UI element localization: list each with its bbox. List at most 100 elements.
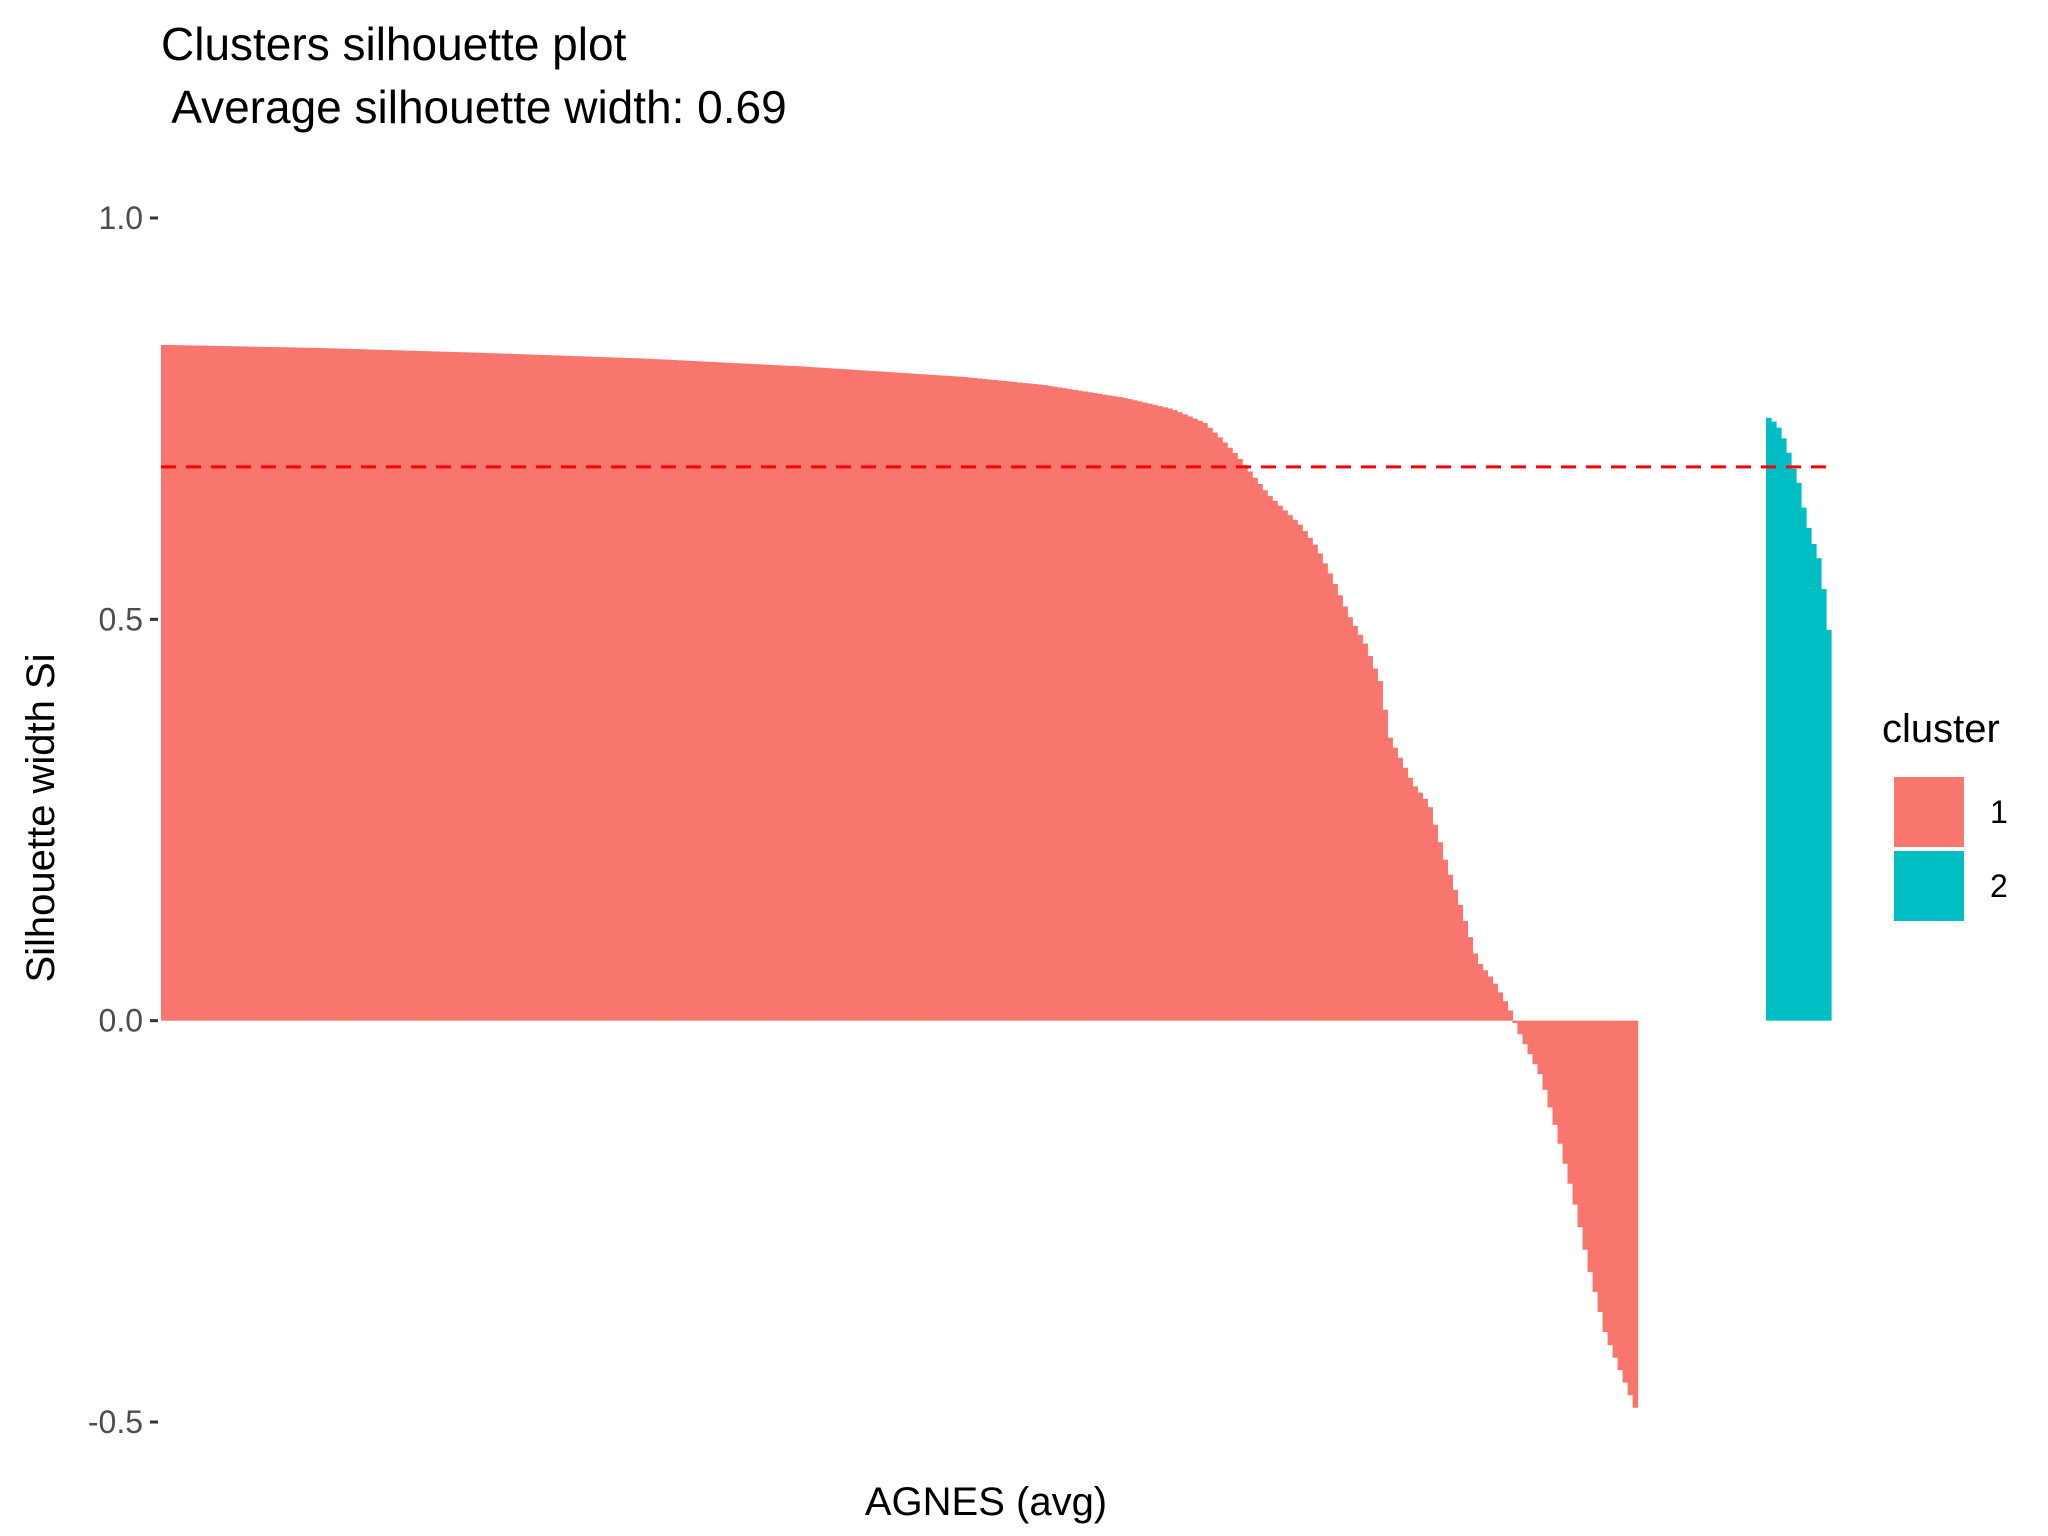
silhouette-bar <box>526 354 533 1021</box>
silhouette-bar <box>1567 1020 1574 1184</box>
silhouette-bar <box>491 353 497 1021</box>
legend-title: cluster <box>1882 707 2000 751</box>
silhouette-bar <box>986 379 993 1021</box>
silhouette-bar <box>206 345 212 1021</box>
silhouette-bar <box>1562 1020 1569 1164</box>
silhouette-bar <box>336 348 342 1021</box>
silhouette-bar <box>1006 381 1013 1021</box>
silhouette-bar <box>351 349 357 1021</box>
silhouette-bar <box>1457 904 1464 1021</box>
silhouette-bar <box>881 371 888 1021</box>
silhouette-bar <box>951 376 958 1021</box>
silhouette-bar <box>686 360 693 1021</box>
silhouette-bar <box>1177 412 1183 1021</box>
silhouette-bar <box>1497 992 1504 1021</box>
legend-key-cluster-1 <box>1892 775 1966 849</box>
silhouette-bar <box>1282 510 1288 1021</box>
silhouette-bar <box>416 350 422 1021</box>
silhouette-bar <box>1786 452 1792 1021</box>
silhouette-bar <box>1432 824 1438 1021</box>
silhouette-bar <box>481 352 487 1021</box>
silhouette-bar <box>221 346 227 1021</box>
silhouette-bar <box>1287 515 1293 1021</box>
silhouette-bar <box>831 368 838 1021</box>
silhouette-bar <box>756 364 763 1021</box>
silhouette-bar <box>716 362 723 1021</box>
silhouette-bar <box>451 352 457 1021</box>
silhouette-bar <box>896 372 903 1021</box>
silhouette-bar <box>1627 1020 1634 1396</box>
silhouette-bar <box>1352 625 1358 1021</box>
silhouette-bar <box>1392 747 1398 1021</box>
silhouette-bar <box>851 369 858 1021</box>
silhouette-bar <box>1572 1020 1579 1205</box>
silhouette-bar <box>1172 410 1178 1021</box>
silhouette-bar <box>301 347 307 1021</box>
silhouette-bar <box>976 378 983 1021</box>
silhouette-bar <box>1422 798 1428 1021</box>
silhouette-bar <box>871 371 878 1021</box>
silhouette-bar <box>1437 842 1443 1021</box>
silhouette-bar <box>236 346 242 1021</box>
legend: cluster 1 2 <box>1882 707 2008 923</box>
silhouette-bar <box>1532 1020 1539 1065</box>
silhouette-bar <box>1816 558 1822 1021</box>
silhouette-bar <box>1826 629 1832 1021</box>
bars-layer <box>161 344 1832 1408</box>
silhouette-bar <box>401 350 407 1021</box>
silhouette-bar <box>1537 1020 1544 1075</box>
silhouette-bar <box>1417 792 1423 1021</box>
silhouette-bar <box>1547 1020 1554 1108</box>
silhouette-bar <box>1367 656 1373 1021</box>
silhouette-bar <box>1337 595 1343 1021</box>
silhouette-bar <box>721 362 728 1021</box>
silhouette-bar <box>1292 519 1298 1021</box>
silhouette-bar <box>1771 421 1777 1021</box>
silhouette-bar <box>1127 399 1133 1021</box>
silhouette-bar <box>861 370 868 1021</box>
silhouette-bar <box>1061 388 1068 1021</box>
silhouette-bar <box>1272 500 1278 1021</box>
silhouette-bar <box>1502 1001 1509 1021</box>
silhouette-bar <box>651 359 658 1021</box>
silhouette-bar <box>971 378 978 1021</box>
silhouette-bar <box>606 357 613 1021</box>
silhouette-bar <box>376 349 382 1021</box>
silhouette-bar <box>816 367 823 1021</box>
silhouette-bar <box>956 376 963 1021</box>
silhouette-bar <box>1137 401 1143 1021</box>
silhouette-bar <box>826 368 833 1021</box>
silhouette-bar <box>1412 786 1418 1021</box>
silhouette-bar <box>1192 418 1198 1021</box>
silhouette-bar <box>1552 1020 1559 1125</box>
silhouette-bar <box>911 373 918 1021</box>
silhouette-bar <box>1036 384 1043 1021</box>
silhouette-bar <box>1026 383 1033 1021</box>
silhouette-bar <box>1212 432 1218 1021</box>
silhouette-bar <box>901 373 908 1021</box>
silhouette-bar <box>1462 920 1469 1021</box>
silhouette-bar <box>1821 589 1827 1021</box>
silhouette-bar <box>1031 384 1038 1021</box>
silhouette-bar <box>1382 709 1388 1021</box>
silhouette-bar <box>1452 889 1459 1021</box>
silhouette-bar <box>1612 1020 1619 1358</box>
silhouette-bar <box>381 349 387 1021</box>
silhouette-bar <box>476 352 482 1021</box>
silhouette-bar <box>996 380 1003 1021</box>
silhouette-bar <box>346 348 352 1021</box>
silhouette-bar <box>246 346 252 1021</box>
silhouette-bar <box>936 375 943 1021</box>
silhouette-bar <box>1487 976 1494 1021</box>
silhouette-bar <box>551 355 558 1021</box>
silhouette-bar <box>1557 1020 1564 1144</box>
silhouette-bar <box>1202 423 1208 1021</box>
silhouette-bar <box>1297 524 1303 1021</box>
silhouette-bar <box>1327 573 1333 1021</box>
silhouette-bar <box>511 353 517 1021</box>
silhouette-bar <box>216 345 222 1021</box>
silhouette-bar <box>1117 397 1123 1021</box>
silhouette-bar <box>1442 859 1448 1021</box>
silhouette-bar <box>1087 392 1093 1021</box>
silhouette-bar <box>1811 544 1817 1021</box>
